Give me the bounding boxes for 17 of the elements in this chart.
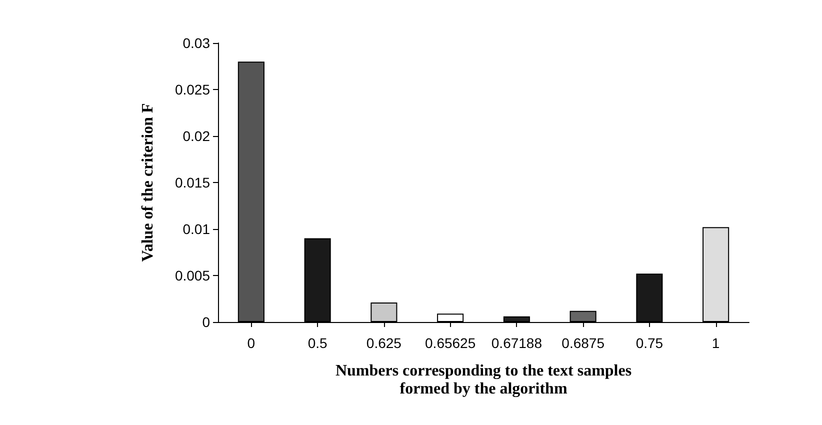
x-tick-label: 0.67188 — [491, 335, 542, 351]
y-tick-label: 0 — [202, 314, 210, 330]
y-tick-label: 0.01 — [182, 221, 210, 237]
x-tick-label: 0.6875 — [562, 335, 605, 351]
x-tick-label: 0 — [247, 335, 256, 351]
y-tick-label: 0.015 — [174, 174, 210, 190]
x-tick-label: 0.5 — [308, 335, 328, 351]
x-tick-label: 0.65625 — [425, 335, 476, 351]
x-tick-label: 0.75 — [636, 335, 664, 351]
y-tick-label: 0.02 — [182, 128, 210, 144]
x-axis-title: Numbers corresponding to the text samples formed by the algorithm — [335, 362, 632, 398]
y-axis-title: Value of the criterion F — [140, 103, 156, 262]
y-tick-label: 0.03 — [182, 35, 210, 51]
y-tick-label: 0.005 — [174, 268, 210, 284]
y-tick-label: 0.025 — [174, 82, 210, 98]
x-tick-label: 1 — [712, 335, 720, 351]
x-tick-label: 0.625 — [366, 335, 402, 351]
